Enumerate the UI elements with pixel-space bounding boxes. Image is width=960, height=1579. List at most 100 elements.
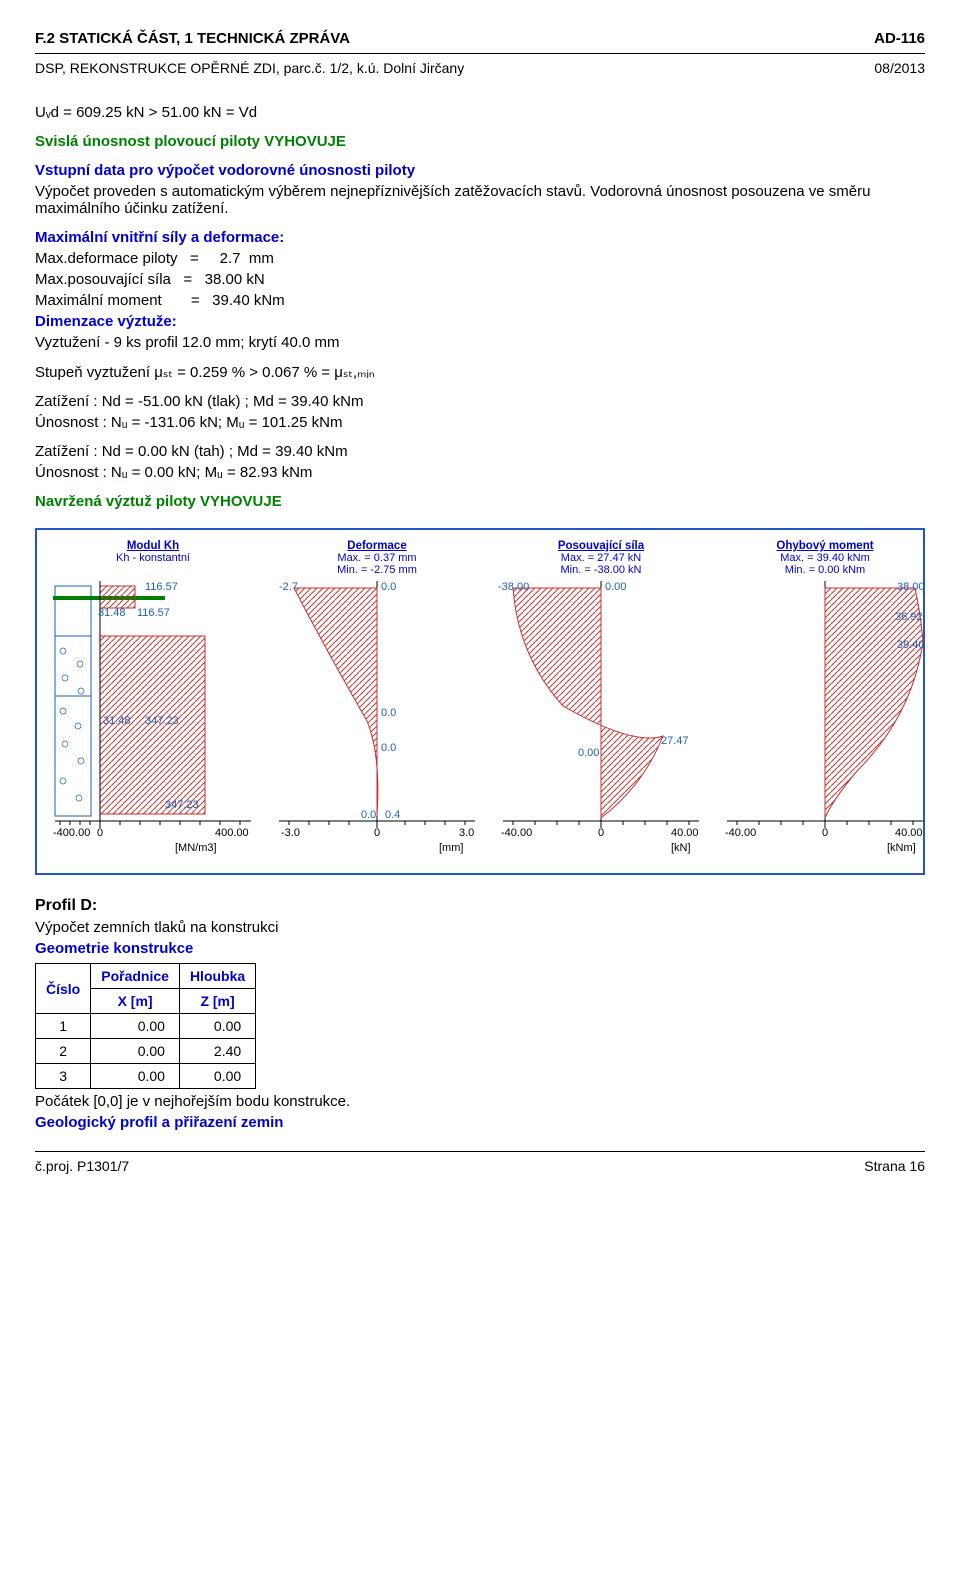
def-m1: 0.0 (381, 707, 396, 719)
cell-z: 2.40 (179, 1039, 255, 1064)
line-reinf: Vyztužení - 9 ks profil 12.0 mm; krytí 4… (35, 334, 925, 351)
mm-0: 0 (822, 827, 828, 839)
doc-date: 08/2013 (874, 60, 925, 76)
mm-r2: 39.40 (897, 639, 925, 651)
chart-sub-kh: Kh - konstantní (45, 552, 261, 564)
profile-note: Počátek [0,0] je v nejhořejším bodu kons… (35, 1093, 925, 1110)
doc-subtitle: DSP, REKONSTRUKCE OPĚRNÉ ZDI, parc.č. 1/… (35, 60, 464, 76)
chart-sub-sh1: Max. = 27.47 kN (493, 552, 709, 564)
section-forces: Maximální vnitřní síly a deformace: (35, 229, 925, 246)
pass-1: Svislá únosnost plovoucí piloty VYHOVUJE (35, 133, 925, 150)
sh-l: -40.00 (501, 827, 532, 839)
kh-a1: 116.57 (145, 581, 178, 593)
section-input: Vstupní data pro výpočet vodorovné únosn… (35, 162, 925, 179)
sh-tr: 0.00 (605, 581, 626, 593)
kh-0: 0 (97, 827, 103, 839)
chart-moment: Ohybový moment Max. = 39.40 kNm Min. = 0… (717, 540, 933, 869)
chart-title-kh: Modul Kh (45, 540, 261, 552)
mm-r: 40.00 (895, 827, 923, 839)
cell-n: 3 (36, 1064, 91, 1089)
load-2a: Zatížení : Nd = 0.00 kN (tah) ; Md = 39.… (35, 443, 925, 460)
header-sub-row: DSP, REKONSTRUKCE OPĚRNÉ ZDI, parc.č. 1/… (35, 58, 925, 76)
mm-r1: 36.92 (895, 611, 923, 623)
profile-geo: Geometrie konstrukce (35, 940, 925, 957)
chart-sub-m2: Min. = 0.00 kNm (717, 564, 933, 576)
chart-sub-sh2: Min. = -38.00 kN (493, 564, 709, 576)
chart-shear: Posouvající síla Max. = 27.47 kN Min. = … (493, 540, 709, 869)
mm-l: -40.00 (725, 827, 756, 839)
cell-z: 0.00 (179, 1014, 255, 1039)
geometry-table: Číslo Pořadnice Hloubka X [m] Z [m] 1 0.… (35, 963, 256, 1089)
cell-x: 0.00 (91, 1014, 180, 1039)
def-tl: -2.7 (279, 581, 298, 593)
chart-deformace: Deformace Max. = 0.37 mm Min. = -2.75 mm (269, 540, 485, 869)
def-b2: 0.4 (385, 809, 400, 821)
profile-geol: Geologický profil a přiřazení zemin (35, 1114, 925, 1131)
sh-0: 0 (598, 827, 604, 839)
sh-u: [kN] (671, 842, 691, 854)
table-row: 2 0.00 2.40 (36, 1039, 256, 1064)
cell-z: 0.00 (179, 1064, 255, 1089)
chart-svg-mom: 38.00 36.92 39.40 -40.00 0 40.00 [kNm] (717, 576, 933, 866)
mm-tr: 38.00 (897, 581, 925, 593)
sh-r: 40.00 (671, 827, 699, 839)
th-cislo: Číslo (36, 964, 91, 1014)
chart-modul-kh: Modul Kh Kh - konstantní (45, 540, 261, 869)
chart-title-mom: Ohybový moment (717, 540, 933, 552)
cell-n: 1 (36, 1014, 91, 1039)
cap-2b: Únosnost : Nᵤ = 0.00 kN; Mᵤ = 82.93 kNm (35, 464, 925, 481)
line-degree: Stupeň vyztužení μₛₜ = 0.259 % > 0.067 %… (35, 363, 925, 381)
kh-r: 400.00 (215, 827, 249, 839)
header-title-row: F.2 STATICKÁ ČÁST, 1 TECHNICKÁ ZPRÁVA AD… (35, 30, 925, 47)
th-z: Z [m] (179, 989, 255, 1014)
line-shear: Max.posouvající síla = 38.00 kN (35, 271, 925, 288)
kh-m1a: 31.48 (103, 715, 131, 727)
uvd-line: Uᵥd = 609.25 kN > 51.00 kN = Vd (35, 104, 925, 121)
def-b1: 0.0 (361, 809, 376, 821)
chart-sub-def2: Min. = -2.75 mm (269, 564, 485, 576)
def-tr: 0.0 (381, 581, 396, 593)
chart-title-shear: Posouvající síla (493, 540, 709, 552)
profile-title: Výpočet zemních tlaků na konstrukci (35, 919, 925, 936)
def-r: 3.0 (459, 827, 474, 839)
section-dim: Dimenzace výztuže: (35, 313, 925, 330)
chart-svg-shear: -38.00 0.00 27.47 0.00 -40.00 0 40.00 [k… (493, 576, 709, 866)
para-1: Výpočet proveden s automatickým výběrem … (35, 183, 925, 217)
line-moment: Maximální moment = 39.40 kNm (35, 292, 925, 309)
kh-u: [MN/m3] (175, 842, 217, 854)
pass-2: Navržená výztuž piloty VYHOVUJE (35, 493, 925, 510)
def-u: [mm] (439, 842, 463, 854)
chart-sub-def1: Max. = 0.37 mm (269, 552, 485, 564)
footer-right: Strana 16 (864, 1158, 925, 1174)
kh-m2: 347.23 (165, 799, 199, 811)
kh-l: -400.00 (53, 827, 90, 839)
def-l: -3.0 (281, 827, 300, 839)
cell-x: 0.00 (91, 1039, 180, 1064)
kh-m1b: 347.23 (145, 715, 179, 727)
cap-1b: Únosnost : Nᵤ = -131.06 kN; Mᵤ = 101.25 … (35, 414, 925, 431)
def-0: 0 (374, 827, 380, 839)
th-por: Pořadnice (91, 964, 180, 989)
footer-row: č.proj. P1301/7 Strana 16 (35, 1158, 925, 1174)
charts-panel: Modul Kh Kh - konstantní (35, 528, 925, 875)
chart-sub-m1: Max. = 39.40 kNm (717, 552, 933, 564)
header-rule (35, 53, 925, 54)
th-hl: Hloubka (179, 964, 255, 989)
footer-left: č.proj. P1301/7 (35, 1158, 129, 1174)
sh-tl: -38.00 (498, 581, 529, 593)
profile-heading: Profil D: (35, 897, 925, 915)
chart-svg-def: -2.7 0.0 0.0 0.0 0.0 0.4 -3.0 0 3.0 [mm] (269, 576, 485, 866)
doc-code: AD-116 (874, 30, 925, 47)
sh-mr: 27.47 (661, 735, 689, 747)
table-row: 3 0.00 0.00 (36, 1064, 256, 1089)
th-x: X [m] (91, 989, 180, 1014)
mm-u: [kNm] (887, 842, 916, 854)
cell-x: 0.00 (91, 1064, 180, 1089)
line-def: Max.deformace piloty = 2.7 mm (35, 250, 925, 267)
def-m2: 0.0 (381, 742, 396, 754)
kh-a2b: 116.57 (137, 607, 170, 619)
footer-rule (35, 1151, 925, 1152)
chart-title-def: Deformace (269, 540, 485, 552)
kh-a2a: 31.48 (98, 607, 126, 619)
sh-bl: 0.00 (578, 747, 599, 759)
